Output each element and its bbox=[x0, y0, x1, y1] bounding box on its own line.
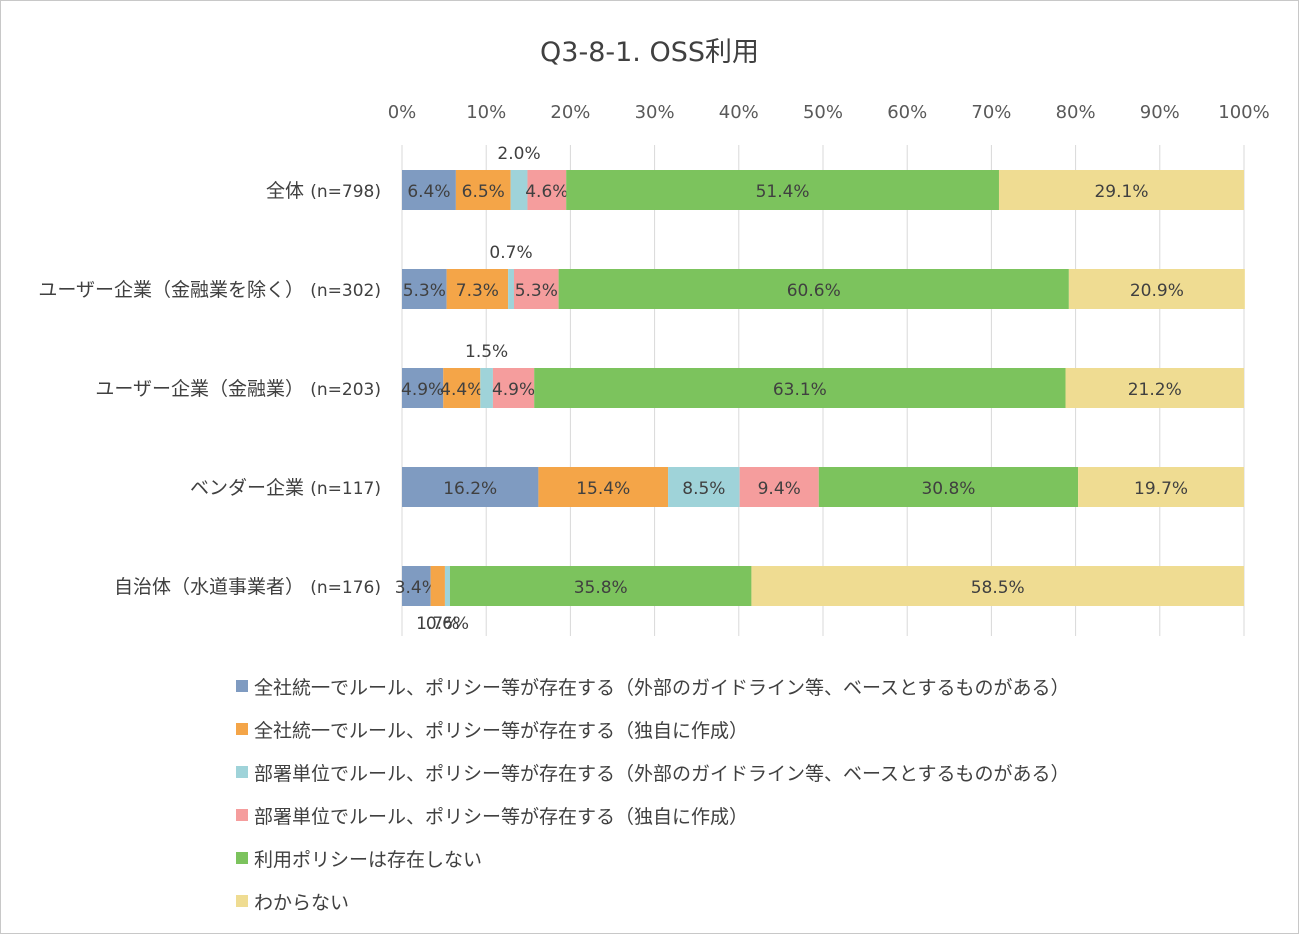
bar-segment bbox=[510, 170, 528, 210]
data-label: 6.4% bbox=[407, 182, 450, 202]
legend-swatch bbox=[236, 766, 248, 778]
data-label: 21.2% bbox=[1128, 380, 1182, 400]
bar-segment bbox=[480, 368, 493, 408]
category-n-label: (n=302) bbox=[310, 281, 381, 301]
bar-segment bbox=[1078, 467, 1244, 507]
data-label: 35.8% bbox=[574, 578, 628, 598]
legend-label: 利用ポリシーは存在しない bbox=[254, 848, 483, 871]
data-label: 1.5% bbox=[465, 342, 508, 362]
legend-item: 部署単位でルール、ポリシー等が存在する（外部のガイドライン等、ベースとするものが… bbox=[236, 754, 1069, 790]
data-label: 30.8% bbox=[921, 479, 975, 499]
bar-segment bbox=[751, 566, 1244, 606]
bar-segment bbox=[508, 269, 514, 309]
bar-segment bbox=[449, 566, 752, 606]
legend-item: わからない bbox=[236, 883, 349, 919]
x-tick-label: 70% bbox=[971, 102, 1011, 123]
data-label: 20.9% bbox=[1130, 281, 1184, 301]
bar-segment bbox=[455, 170, 511, 210]
legend-label: 部署単位でルール、ポリシー等が存在する（外部のガイドライン等、ベースとするものが… bbox=[254, 762, 1070, 785]
category-label: ユーザー企業（金融業を除く） bbox=[38, 279, 304, 301]
legend-item: 部署単位でルール、ポリシー等が存在する（独自に作成） bbox=[236, 797, 748, 833]
chart-title: Q3-8-1. OSS利用 bbox=[540, 37, 759, 68]
legend-swatch bbox=[236, 680, 248, 692]
data-label: 4.4% bbox=[440, 380, 483, 400]
bar-segment bbox=[402, 368, 444, 408]
category-n-label: (n=203) bbox=[310, 380, 381, 400]
legend-item: 利用ポリシーは存在しない bbox=[236, 840, 482, 876]
data-label: 6.5% bbox=[462, 182, 505, 202]
legend-item: 全社統一でルール、ポリシー等が存在する（独自に作成） bbox=[236, 711, 748, 747]
data-label: 15.4% bbox=[576, 479, 630, 499]
data-label: 19.7% bbox=[1134, 479, 1188, 499]
data-label: 63.1% bbox=[773, 380, 827, 400]
legend-label: わからない bbox=[254, 891, 350, 914]
data-label: 8.5% bbox=[682, 479, 725, 499]
data-label: 4.6% bbox=[525, 182, 568, 202]
bar-segment bbox=[402, 269, 447, 309]
data-label: 5.3% bbox=[403, 281, 446, 301]
category-label: 自治体（水道事業者） bbox=[114, 576, 304, 598]
bar-segment bbox=[443, 368, 481, 408]
bar-segment bbox=[739, 467, 819, 507]
x-tick-label: 80% bbox=[1056, 102, 1096, 123]
bar-segment bbox=[998, 170, 1244, 210]
legend-item: 全社統一でルール、ポリシー等が存在する（外部のガイドライン等、ベースとするものが… bbox=[236, 668, 1069, 704]
x-tick-label: 0% bbox=[388, 102, 417, 123]
bar-segment bbox=[566, 170, 999, 210]
bar-segment bbox=[818, 467, 1079, 507]
data-label: 0.7% bbox=[489, 243, 532, 263]
bar-segment bbox=[1068, 269, 1245, 309]
bar-segment bbox=[668, 467, 740, 507]
bar-segment bbox=[534, 368, 1066, 408]
x-tick-label: 50% bbox=[803, 102, 843, 123]
data-label: 60.6% bbox=[787, 281, 841, 301]
x-tick-label: 40% bbox=[719, 102, 759, 123]
data-label: 4.9% bbox=[401, 380, 444, 400]
category-n-label: (n=176) bbox=[310, 578, 381, 598]
data-label: 9.4% bbox=[758, 479, 801, 499]
bar-segment bbox=[402, 170, 456, 210]
category-label: 全体 bbox=[266, 180, 304, 202]
data-label: 5.3% bbox=[515, 281, 558, 301]
x-tick-label: 100% bbox=[1218, 102, 1269, 123]
data-label: 4.9% bbox=[492, 380, 535, 400]
x-tick-label: 60% bbox=[887, 102, 927, 123]
data-label: 58.5% bbox=[971, 578, 1025, 598]
legend-swatch bbox=[236, 895, 248, 907]
bar-segment bbox=[1065, 368, 1244, 408]
bar-segment bbox=[492, 368, 535, 408]
bar-segment bbox=[402, 566, 431, 606]
bar-segment bbox=[513, 269, 559, 309]
legend-swatch bbox=[236, 852, 248, 864]
bar-segment bbox=[402, 467, 539, 507]
bar-segment bbox=[558, 269, 1069, 309]
x-tick-label: 10% bbox=[466, 102, 506, 123]
data-label: 7.3% bbox=[456, 281, 499, 301]
data-label: 3.4% bbox=[395, 578, 438, 598]
data-label: 1.7% bbox=[416, 614, 459, 634]
legend-label: 全社統一でルール、ポリシー等が存在する（外部のガイドライン等、ベースとするものが… bbox=[254, 676, 1070, 699]
legend-label: 部署単位でルール、ポリシー等が存在する（独自に作成） bbox=[254, 805, 749, 828]
legend-swatch bbox=[236, 723, 248, 735]
category-label: ユーザー企業（金融業） bbox=[95, 378, 304, 400]
bar-segment bbox=[444, 566, 450, 606]
bar-segment bbox=[527, 170, 567, 210]
x-tick-label: 20% bbox=[550, 102, 590, 123]
data-label: 0.6% bbox=[426, 614, 469, 634]
bar-segment bbox=[430, 566, 445, 606]
x-tick-label: 30% bbox=[635, 102, 675, 123]
data-label: 51.4% bbox=[756, 182, 810, 202]
data-label: 16.2% bbox=[443, 479, 497, 499]
legend-swatch bbox=[236, 809, 248, 821]
category-n-label: (n=798) bbox=[310, 182, 381, 202]
data-label: 2.0% bbox=[497, 144, 540, 164]
legend-label: 全社統一でルール、ポリシー等が存在する（独自に作成） bbox=[254, 719, 749, 742]
bar-segment bbox=[538, 467, 669, 507]
data-label: 29.1% bbox=[1094, 182, 1148, 202]
category-n-label: (n=117) bbox=[310, 479, 381, 499]
bar-segment bbox=[446, 269, 509, 309]
category-label: ベンダー企業 bbox=[190, 477, 304, 499]
x-tick-label: 90% bbox=[1140, 102, 1180, 123]
